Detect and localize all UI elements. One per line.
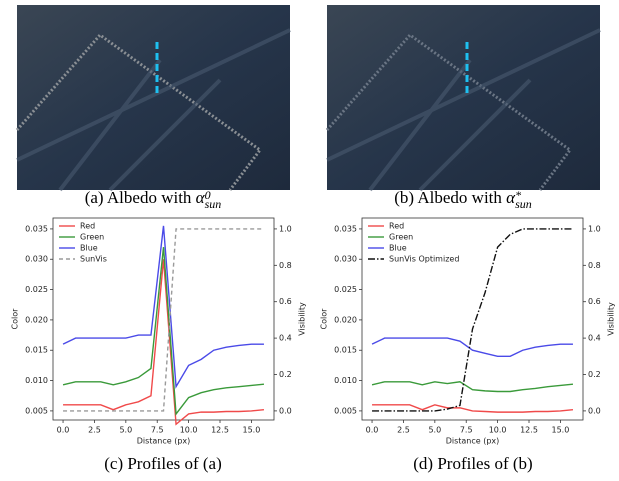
- legend-label: Red: [80, 222, 95, 231]
- y-tick-label: 0.030: [25, 255, 48, 264]
- series-line: [371, 337, 573, 358]
- x-tick-label: 2.5: [397, 426, 410, 435]
- image-b: [325, 5, 601, 192]
- caption: (c) Profiles of (a): [33, 454, 293, 474]
- x-tick-label: 12.5: [520, 426, 538, 435]
- y-tick-label: 0.025: [25, 285, 48, 294]
- caption-sup: *: [515, 188, 522, 202]
- caption-text: (c) Profiles of (a): [104, 454, 222, 473]
- y2-tick-label: 0.2: [279, 370, 292, 379]
- series-line: [63, 259, 265, 426]
- x-tick-label: 10.0: [180, 426, 198, 435]
- chart: 0.0 2.5 5.0 7.5 10.0 12.5 15.0 0.005 0.010 0.015 0…: [320, 217, 616, 446]
- series-line: [372, 404, 574, 413]
- caption-text: (b) Albedo with: [394, 188, 507, 207]
- caption-sub: sun: [515, 197, 532, 211]
- y2-tick-label: 0.8: [588, 261, 601, 270]
- legend-label: SunVis: [80, 255, 107, 264]
- series-line: [62, 247, 265, 416]
- x-axis-label: Distance (px): [446, 437, 500, 446]
- y2-tick-label: 0.2: [588, 370, 601, 379]
- legend-label: Green: [389, 233, 413, 242]
- legend-label: SunVis Optimized: [389, 255, 459, 264]
- y2-tick-label: 0.6: [588, 297, 601, 306]
- x-tick-label: 2.5: [88, 426, 101, 435]
- caption-symbol: α: [506, 188, 516, 207]
- legend-label: Red: [389, 222, 404, 231]
- x-tick-label: 0.0: [366, 426, 379, 435]
- x-tick-label: 15.0: [242, 426, 260, 435]
- caption-text: (a) Albedo with: [84, 188, 196, 207]
- caption-symbol: α: [195, 188, 205, 207]
- caption: (a) Albedo with α 0 sun: [23, 188, 283, 211]
- y-tick-label: 0.010: [25, 376, 48, 385]
- x-tick-label: 5.0: [428, 426, 441, 435]
- y2-tick-label: 1.0: [279, 224, 292, 233]
- y-tick-label: 0.005: [25, 406, 48, 415]
- caption: (b) Albedo with α * sun: [333, 188, 593, 211]
- legend-label: Green: [80, 233, 104, 242]
- y2-axis-label: Visibility: [607, 302, 616, 336]
- series-line: [63, 228, 264, 412]
- caption-sup: 0: [204, 188, 211, 202]
- legend-label: Blue: [389, 244, 407, 253]
- y2-tick-label: 0.0: [279, 406, 292, 415]
- x-axis-label: Distance (px): [137, 437, 191, 446]
- y-tick-label: 0.035: [334, 224, 357, 233]
- y2-tick-label: 0.0: [588, 406, 601, 415]
- x-tick-label: 15.0: [551, 426, 569, 435]
- x-tick-label: 0.0: [57, 426, 70, 435]
- chart: 0.0 2.5 5.0 7.5 10.0 12.5 15.0 0.005 0.010 0.015 0…: [11, 217, 307, 446]
- y2-tick-label: 1.0: [588, 224, 601, 233]
- y-tick-label: 0.015: [334, 346, 357, 355]
- y-tick-label: 0.020: [25, 315, 48, 324]
- y2-tick-label: 0.6: [279, 297, 292, 306]
- image-a: [15, 5, 291, 192]
- legend-label: Blue: [80, 244, 98, 253]
- y2-tick-label: 0.4: [279, 334, 292, 343]
- series-line: [62, 225, 264, 389]
- x-tick-label: 10.0: [489, 426, 507, 435]
- y-axis-label: Color: [320, 308, 329, 330]
- y-axis-label: Color: [11, 308, 20, 330]
- series-line: [372, 228, 573, 412]
- x-tick-label: 7.5: [460, 426, 473, 435]
- y-tick-label: 0.015: [25, 346, 48, 355]
- series-line: [371, 381, 574, 393]
- y-tick-label: 0.035: [25, 224, 48, 233]
- plot-frame: [361, 217, 584, 421]
- caption-text: (d) Profiles of (b): [413, 454, 533, 473]
- y-tick-label: 0.010: [334, 376, 357, 385]
- y-tick-label: 0.020: [334, 315, 357, 324]
- plot-frame: [52, 217, 275, 421]
- x-tick-label: 12.5: [211, 426, 229, 435]
- x-tick-label: 7.5: [151, 426, 164, 435]
- y-tick-label: 0.025: [334, 285, 357, 294]
- caption-scripts: 0 sun: [204, 188, 222, 211]
- x-tick-label: 5.0: [119, 426, 132, 435]
- caption-scripts: * sun: [515, 188, 532, 211]
- caption: (d) Profiles of (b): [343, 454, 603, 474]
- y2-axis-label: Visibility: [298, 302, 307, 336]
- y-tick-label: 0.005: [334, 406, 357, 415]
- caption-sub: sun: [204, 197, 222, 211]
- y2-tick-label: 0.8: [279, 261, 292, 270]
- y-tick-label: 0.030: [334, 255, 357, 264]
- y2-tick-label: 0.4: [588, 334, 601, 343]
